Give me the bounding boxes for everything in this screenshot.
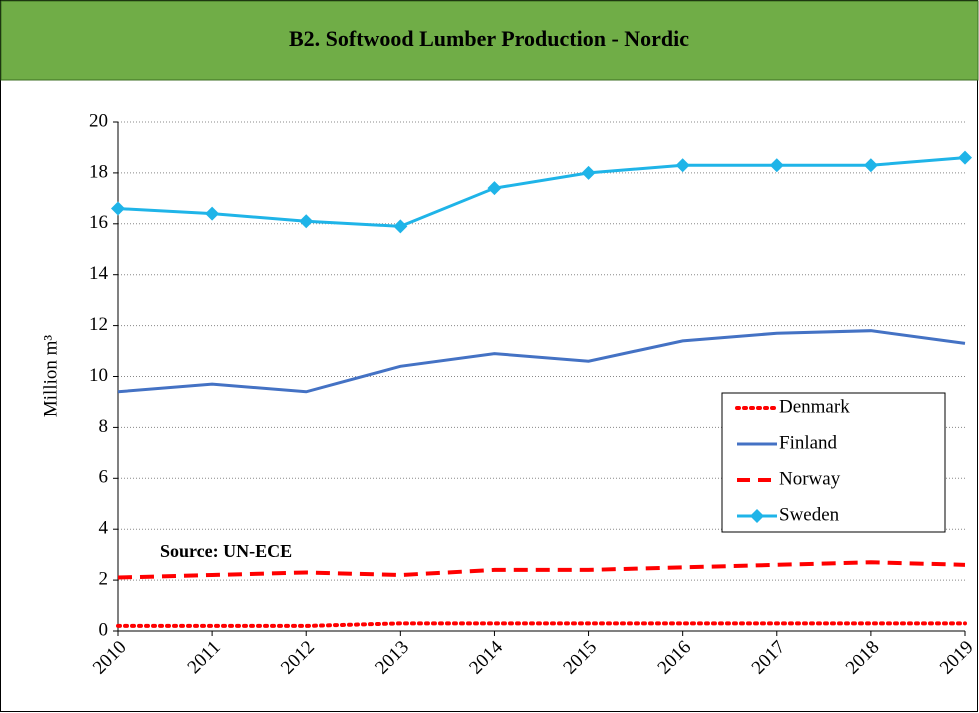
point-marker xyxy=(111,201,125,216)
point-marker xyxy=(487,181,502,196)
y-tick-label: 14 xyxy=(89,263,109,284)
legend-label: Finland xyxy=(779,432,838,453)
legend-marker xyxy=(750,509,764,523)
y-tick-label: 2 xyxy=(99,568,109,589)
legend-label: Sweden xyxy=(779,504,840,525)
chart-title: B2. Softwood Lumber Production - Nordic xyxy=(289,26,689,51)
legend-box xyxy=(721,392,946,533)
y-tick-label: 16 xyxy=(89,212,108,233)
point-marker xyxy=(393,219,408,234)
y-tick-label: 10 xyxy=(89,365,108,386)
y-tick-label: 12 xyxy=(89,314,108,335)
legend-label: Norway xyxy=(779,468,841,489)
point-marker xyxy=(675,158,690,173)
y-tick-label: 8 xyxy=(99,416,109,437)
point-marker xyxy=(581,165,596,180)
point-marker xyxy=(769,158,784,173)
point-marker xyxy=(205,206,220,221)
series-line xyxy=(117,156,966,228)
legend-label: Denmark xyxy=(779,396,850,417)
y-tick-label: 18 xyxy=(89,161,108,182)
series-line xyxy=(117,329,966,394)
annotation: Source: UN-ECE xyxy=(160,541,292,561)
series-line xyxy=(116,621,967,628)
y-tick-label: 0 xyxy=(99,619,109,640)
y-tick-label: 6 xyxy=(99,467,109,488)
point-marker xyxy=(958,150,972,165)
point-marker xyxy=(299,214,314,229)
point-marker xyxy=(863,158,878,173)
series-line xyxy=(117,560,966,580)
y-tick-label: 4 xyxy=(99,518,109,539)
y-tick-label: 20 xyxy=(89,110,108,131)
y-axis-title: Million m³ xyxy=(40,335,61,418)
header xyxy=(0,0,979,81)
